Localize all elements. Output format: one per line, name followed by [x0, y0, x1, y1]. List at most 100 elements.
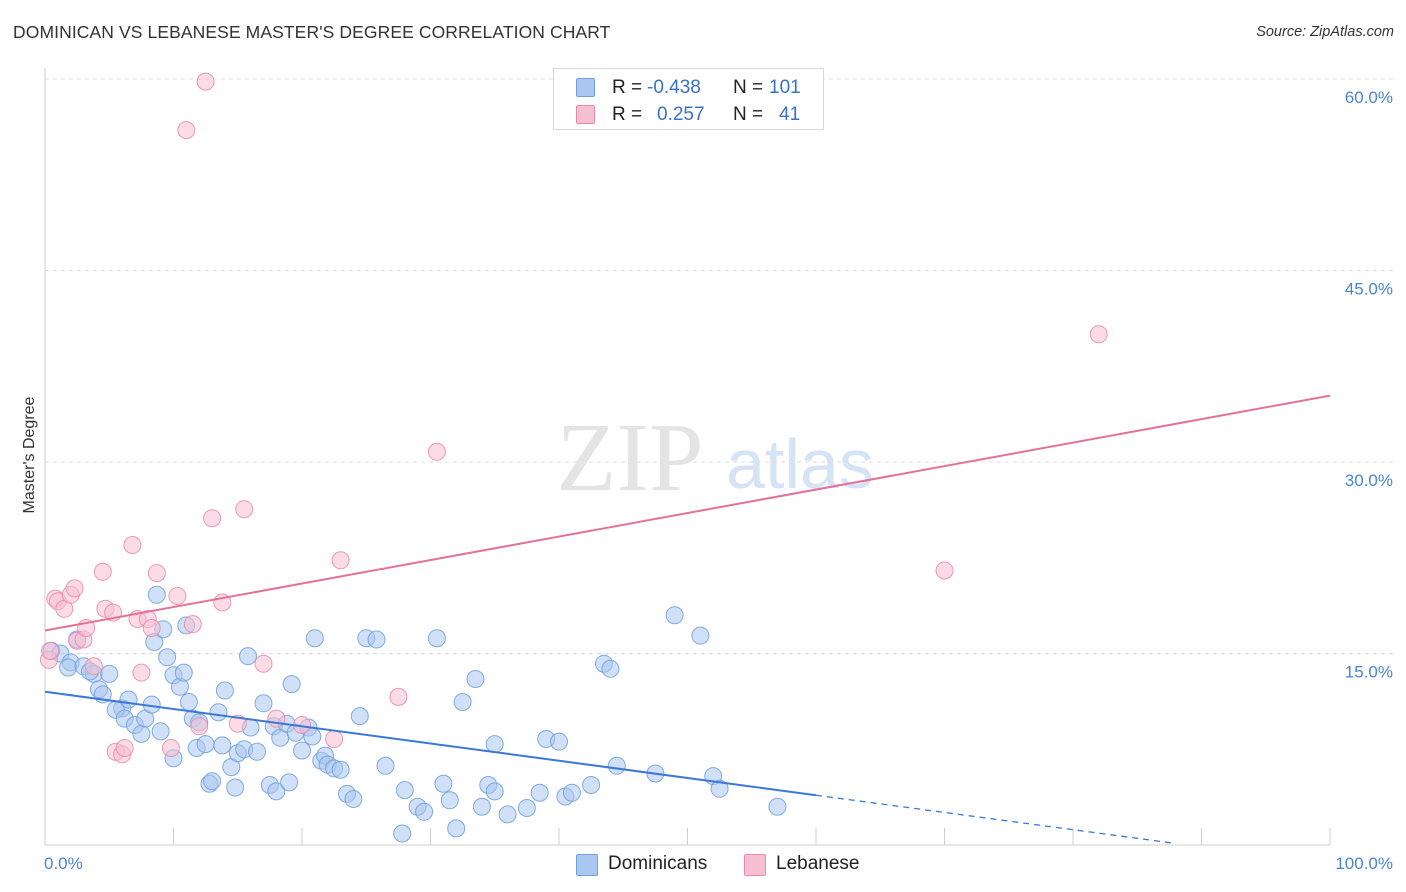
lebanese-point: [228, 714, 247, 733]
dominican-point: [395, 781, 414, 800]
lebanese-point: [389, 687, 408, 706]
chart-title: DOMINICAN VS LEBANESE MASTER'S DEGREE CO…: [13, 22, 611, 42]
legend-r-label: R =: [612, 104, 643, 125]
dominican-point: [453, 693, 472, 711]
legend-r-value: -0.438: [647, 77, 701, 98]
dominican-point: [158, 648, 177, 667]
legend-row-lebanese: R = 0.257 N = 41: [554, 101, 825, 127]
dominican-point: [350, 707, 369, 726]
y-axis-label: Master's Degree: [21, 396, 38, 513]
lebanese-point: [1089, 325, 1108, 344]
dominican-point: [582, 776, 601, 794]
dominican-point: [376, 756, 395, 775]
dominican-point: [434, 774, 453, 793]
tick-labels: 15.0% 30.0% 45.0% 60.0% 0.0% 100.0%: [44, 88, 1393, 873]
legend-label: Dominicans: [608, 853, 708, 874]
lebanese-point: [177, 121, 196, 140]
dominican-point: [254, 694, 273, 713]
dominican-point: [226, 778, 245, 797]
data-points: [39, 72, 1108, 843]
legend-swatch-pink: [576, 105, 595, 124]
dominican-point: [282, 675, 301, 694]
dominican-point: [248, 742, 266, 761]
legend-label: Lebanese: [776, 853, 860, 874]
dominican-point: [305, 629, 324, 648]
dominican-point: [550, 732, 568, 751]
dominican-point: [147, 585, 166, 604]
dominican-point: [485, 735, 504, 754]
lebanese-point: [183, 615, 202, 634]
dominican-trend-extension: [815, 794, 1176, 845]
dominican-point: [710, 779, 729, 798]
y-tick-label: 45.0%: [1345, 280, 1393, 299]
legend-n-label: N =: [733, 104, 764, 125]
dominican-point: [196, 735, 215, 754]
dominican-point: [293, 741, 311, 760]
dominican-point: [447, 819, 466, 838]
dominican-point: [530, 783, 549, 802]
lebanese-point: [196, 72, 215, 91]
legend-n-value: 101: [769, 77, 801, 98]
legend-n-label: N =: [733, 77, 764, 98]
legend-r-label: R =: [612, 77, 643, 98]
dominican-point: [427, 629, 446, 648]
trend-lines: [44, 394, 1331, 845]
dominican-point: [562, 783, 581, 802]
dominican-point: [267, 782, 286, 801]
lebanese-point: [142, 619, 161, 637]
dominican-point: [59, 658, 78, 677]
legend-row-dominicans: R = -0.438 N = 101: [554, 74, 825, 100]
lebanese-point: [65, 579, 84, 598]
dominican-point: [100, 664, 119, 683]
dominican-point: [517, 799, 536, 817]
dominican-point: [393, 824, 412, 843]
legend-swatch-pink: [744, 854, 766, 876]
lebanese-point: [190, 717, 209, 736]
dominican-point: [179, 693, 198, 711]
dominican-point: [239, 647, 257, 666]
watermark-atlas: atlas: [726, 425, 874, 503]
lebanese-point: [84, 657, 103, 676]
dominican-point: [215, 681, 234, 700]
dominican-point: [344, 790, 363, 808]
lebanese-point: [168, 587, 187, 605]
lebanese-point: [132, 663, 151, 682]
lebanese-point: [115, 739, 134, 757]
legend-swatch-blue: [576, 78, 595, 97]
dominican-point: [665, 606, 684, 625]
lebanese-point: [123, 536, 142, 554]
lebanese-point: [161, 739, 180, 757]
dominican-point: [466, 670, 485, 688]
lebanese-point: [203, 509, 222, 528]
dominican-point: [203, 772, 222, 791]
dominican-point: [485, 782, 504, 801]
legend-swatch-blue: [576, 854, 598, 876]
correlation-legend: R = -0.438 N = 101 R = 0.257 N = 41: [553, 68, 824, 130]
lebanese-point: [325, 730, 344, 748]
dominican-point: [280, 773, 299, 792]
dominican-point: [691, 626, 710, 645]
dominican-point: [151, 722, 170, 741]
axes: [44, 68, 1331, 846]
y-tick-label: 30.0%: [1345, 471, 1393, 490]
dominican-trend-line: [44, 690, 817, 797]
dominican-point: [331, 760, 350, 779]
lebanese-point: [41, 641, 60, 660]
dominican-point: [119, 690, 138, 709]
dominican-point: [367, 630, 386, 649]
lebanese-trend-line: [44, 394, 1331, 632]
lebanese-point: [93, 562, 112, 581]
y-tick-label: 15.0%: [1345, 663, 1393, 682]
lebanese-point: [147, 564, 166, 583]
dominican-point: [607, 756, 626, 775]
y-tick-label: 60.0%: [1345, 88, 1393, 107]
lebanese-point: [331, 551, 350, 570]
lebanese-point: [254, 654, 273, 673]
dominican-point: [472, 797, 491, 816]
lebanese-point: [235, 500, 254, 519]
dominican-point: [768, 797, 787, 816]
dominican-point: [174, 663, 193, 682]
dominican-point: [498, 805, 517, 824]
dominican-point: [213, 736, 232, 755]
